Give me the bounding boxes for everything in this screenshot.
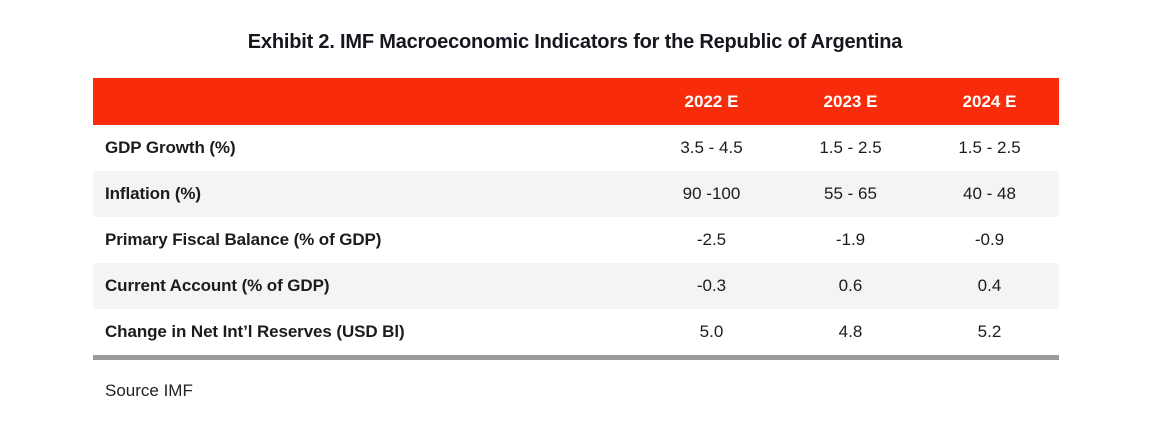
table-header-row: 2022 E 2023 E 2024 E xyxy=(93,78,1059,125)
table-row-net-intl-reserves: Change in Net Int’l Reserves (USD Bl) 5.… xyxy=(93,309,1059,355)
column-header-2022: 2022 E xyxy=(684,91,739,111)
cell-value: 55 - 65 xyxy=(824,184,877,203)
cell-value: 5.2 xyxy=(977,322,1002,341)
cell-value: 5.0 xyxy=(699,322,724,341)
cell-value: 90 -100 xyxy=(682,184,741,203)
table-row-inflation: Inflation (%) 90 -100 55 - 65 40 - 48 xyxy=(93,171,1059,217)
indicators-table: 2022 E 2023 E 2024 E GDP Growth (%) 3.5 … xyxy=(93,78,1059,360)
column-header-2024: 2024 E xyxy=(962,91,1017,111)
table-row-gdp-growth: GDP Growth (%) 3.5 - 4.5 1.5 - 2.5 1.5 -… xyxy=(93,125,1059,171)
cell-value: -0.9 xyxy=(974,230,1005,249)
row-label: GDP Growth (%) xyxy=(105,138,236,157)
row-label: Primary Fiscal Balance (% of GDP) xyxy=(105,230,382,249)
cell-value: 0.4 xyxy=(977,276,1002,295)
cell-value: -0.3 xyxy=(696,276,727,295)
row-label: Current Account (% of GDP) xyxy=(105,276,330,295)
table-row-primary-fiscal-balance: Primary Fiscal Balance (% of GDP) -2.5 -… xyxy=(93,217,1059,263)
cell-value: 40 - 48 xyxy=(963,184,1016,203)
cell-value: 3.5 - 4.5 xyxy=(680,138,743,157)
cell-value: 4.8 xyxy=(838,322,863,341)
cell-value: 1.5 - 2.5 xyxy=(819,138,882,157)
cell-value: -1.9 xyxy=(835,230,866,249)
cell-value: 1.5 - 2.5 xyxy=(958,138,1021,157)
source-note: Source IMF xyxy=(105,381,193,400)
table-row-current-account: Current Account (% of GDP) -0.3 0.6 0.4 xyxy=(93,263,1059,309)
cell-value: -2.5 xyxy=(696,230,727,249)
row-label: Inflation (%) xyxy=(105,184,201,203)
cell-value: 0.6 xyxy=(838,276,863,295)
column-header-2023: 2023 E xyxy=(823,91,878,111)
row-label: Change in Net Int’l Reserves (USD Bl) xyxy=(105,322,405,341)
exhibit-title: Exhibit 2. IMF Macroeconomic Indicators … xyxy=(247,31,903,53)
